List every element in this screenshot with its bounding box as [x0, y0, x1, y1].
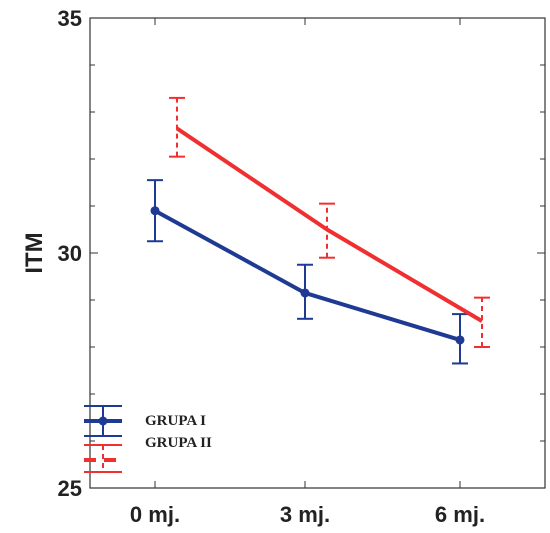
y-tick-label: 25 [58, 476, 82, 501]
legend-entry-2: GRUPA II [84, 435, 212, 473]
data-point [455, 335, 465, 345]
series-1 [147, 179, 468, 365]
x-tick-label: 6 mj. [435, 502, 485, 527]
y-axis-ticks: 25 30 35 [58, 6, 545, 501]
legend-marker [98, 416, 108, 426]
legend-entry-1: GRUPA I [84, 405, 206, 437]
data-point [300, 288, 310, 298]
y-tick-label: 35 [58, 6, 82, 31]
data-point [150, 206, 160, 216]
x-tick-label: 3 mj. [280, 502, 330, 527]
y-axis-label: ITM [21, 232, 48, 273]
y-tick-label: 30 [58, 241, 82, 266]
series-2 [169, 96, 490, 348]
x-tick-label: 0 mj. [130, 502, 180, 527]
legend-label: GRUPA II [145, 435, 212, 451]
legend-label: GRUPA I [145, 413, 206, 429]
plot-area [89, 17, 546, 489]
x-axis-ticks: 0 mj. 3 mj. 6 mj. [130, 18, 485, 527]
series-layer [147, 96, 490, 365]
legend: GRUPA I GRUPA II [84, 405, 212, 473]
